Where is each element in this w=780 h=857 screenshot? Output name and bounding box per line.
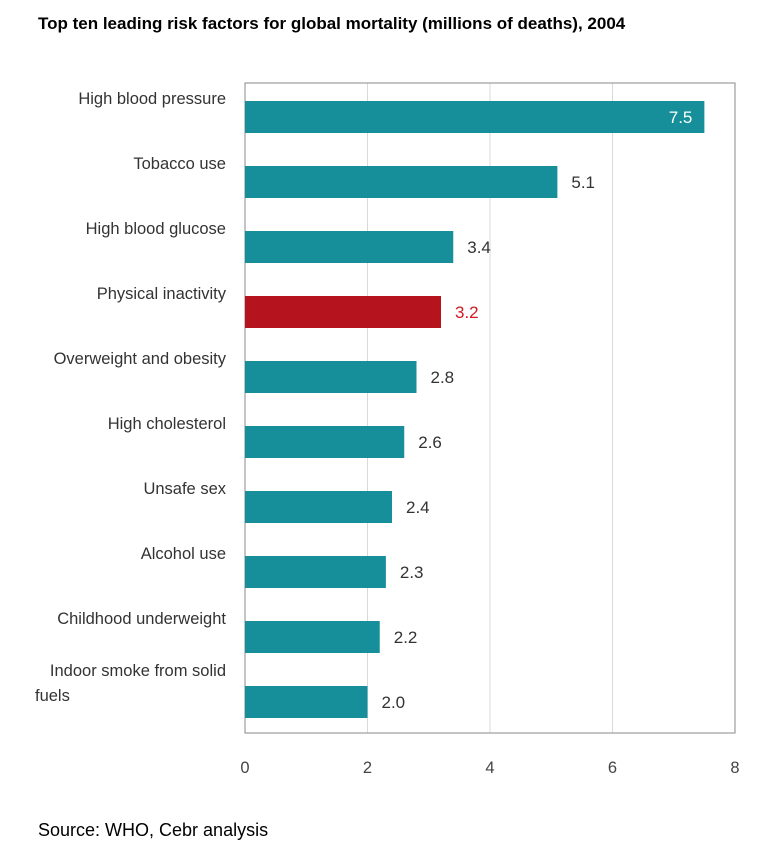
x-tick-label: 8 [730,759,739,777]
category-label: Overweight and obesity [54,350,227,368]
bar [245,101,705,133]
value-label: 7.5 [669,108,693,127]
category-label: High blood pressure [78,90,226,108]
bar [245,296,441,328]
category-label: Unsafe sex [143,480,226,498]
bar [245,556,386,588]
source-note: Source: WHO, Cebr analysis [38,820,269,840]
x-tick-label: 6 [608,759,617,777]
value-label: 2.0 [382,693,406,712]
x-tick-label: 4 [485,759,494,777]
bar [245,166,558,198]
value-label: 2.4 [406,498,430,517]
category-label: High blood glucose [86,220,226,238]
bar [245,686,368,718]
value-label: 2.6 [418,433,442,452]
value-label: 2.8 [431,368,455,387]
value-label: 2.2 [394,628,418,647]
value-label: 3.4 [467,238,491,257]
value-label: 3.2 [455,303,479,322]
bar [245,491,392,523]
bar [245,426,405,458]
category-label: Alcohol use [141,545,226,563]
bar [245,231,454,263]
bar [245,621,380,653]
category-label: Physical inactivity [97,285,227,303]
value-label: 5.1 [571,173,595,192]
category-label: High cholesterol [108,415,226,433]
plot-area-border [244,82,736,734]
category-label: Tobacco use [133,155,226,173]
value-label: 2.3 [400,563,424,582]
chart-title: Top ten leading risk factors for global … [38,14,626,33]
bar [245,361,417,393]
category-label: Childhood underweight [57,610,226,628]
x-tick-label: 0 [240,759,249,777]
x-tick-label: 2 [363,759,372,777]
category-label: Indoor smoke from solid fuels [35,662,226,705]
